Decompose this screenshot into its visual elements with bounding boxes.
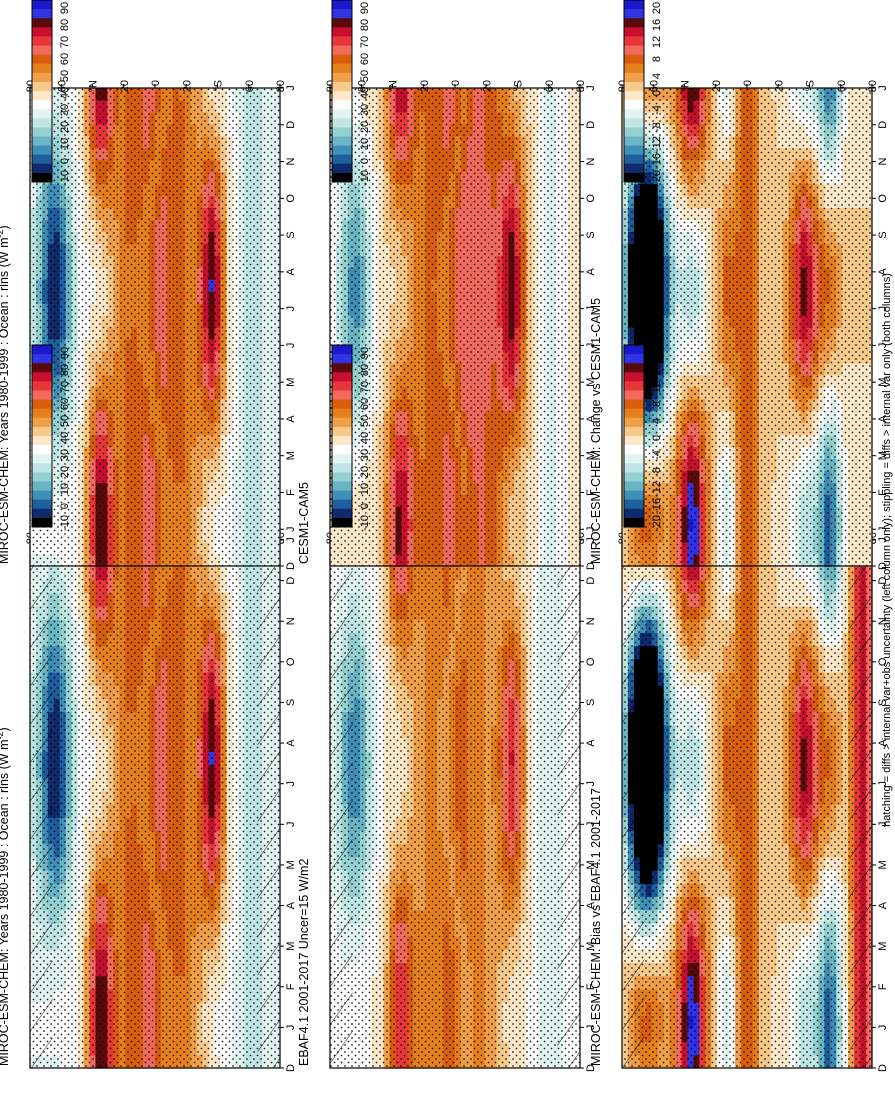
heatmap-panel-1: DJFMAMJJASONDJ8060°N20020°S6080MIROC-ESM… <box>0 532 297 1072</box>
month-label: J <box>285 822 297 828</box>
month-label: O <box>585 657 597 666</box>
month-label: A <box>285 901 297 909</box>
panel-title-end: ) <box>0 727 11 731</box>
month-label: A <box>585 739 597 747</box>
panel-title: MIROC-ESM-CHEM: Years 1980-1999 : Ocean … <box>0 727 11 1066</box>
month-label: D <box>585 577 597 585</box>
month-label: M <box>585 942 597 951</box>
month-label: A <box>585 901 597 909</box>
month-label: J <box>285 781 297 787</box>
month-label: S <box>585 699 597 706</box>
month-label: J <box>285 1025 297 1031</box>
stippling-overlay <box>330 540 580 1068</box>
heatmap-panel-3: DJFMAMJJASONDJ8060°N20020°S6080MIROC-ESM… <box>589 532 889 1072</box>
hatching-overlay-south <box>257 540 280 1068</box>
month-label: M <box>285 860 297 869</box>
month-label: S <box>285 699 297 706</box>
month-label: D <box>285 577 297 585</box>
stippling-overlay <box>30 540 280 1068</box>
month-label: J <box>585 822 597 828</box>
panel-title-superscript: -2 <box>0 732 5 740</box>
month-label: J <box>585 781 597 787</box>
month-label: A <box>285 739 297 747</box>
month-label: O <box>285 657 297 666</box>
month-label: D <box>285 1064 297 1072</box>
month-label: J <box>285 537 297 543</box>
hatching-overlay-south <box>557 540 580 1068</box>
month-label: D <box>585 1064 597 1072</box>
month-label: M <box>285 942 297 951</box>
month-label: J <box>585 537 597 543</box>
panel-title: EBAF4.1 2001-2017 Uncer=15 W/m2 <box>297 859 311 1066</box>
hatching-overlay-north <box>30 540 53 1068</box>
month-label: F <box>285 983 297 990</box>
hatching-overlay-north <box>330 540 353 1068</box>
month-label: J <box>585 1025 597 1031</box>
month-label: N <box>585 617 597 625</box>
month-label: M <box>585 860 597 869</box>
month-label: F <box>585 983 597 990</box>
month-label: N <box>285 617 297 625</box>
